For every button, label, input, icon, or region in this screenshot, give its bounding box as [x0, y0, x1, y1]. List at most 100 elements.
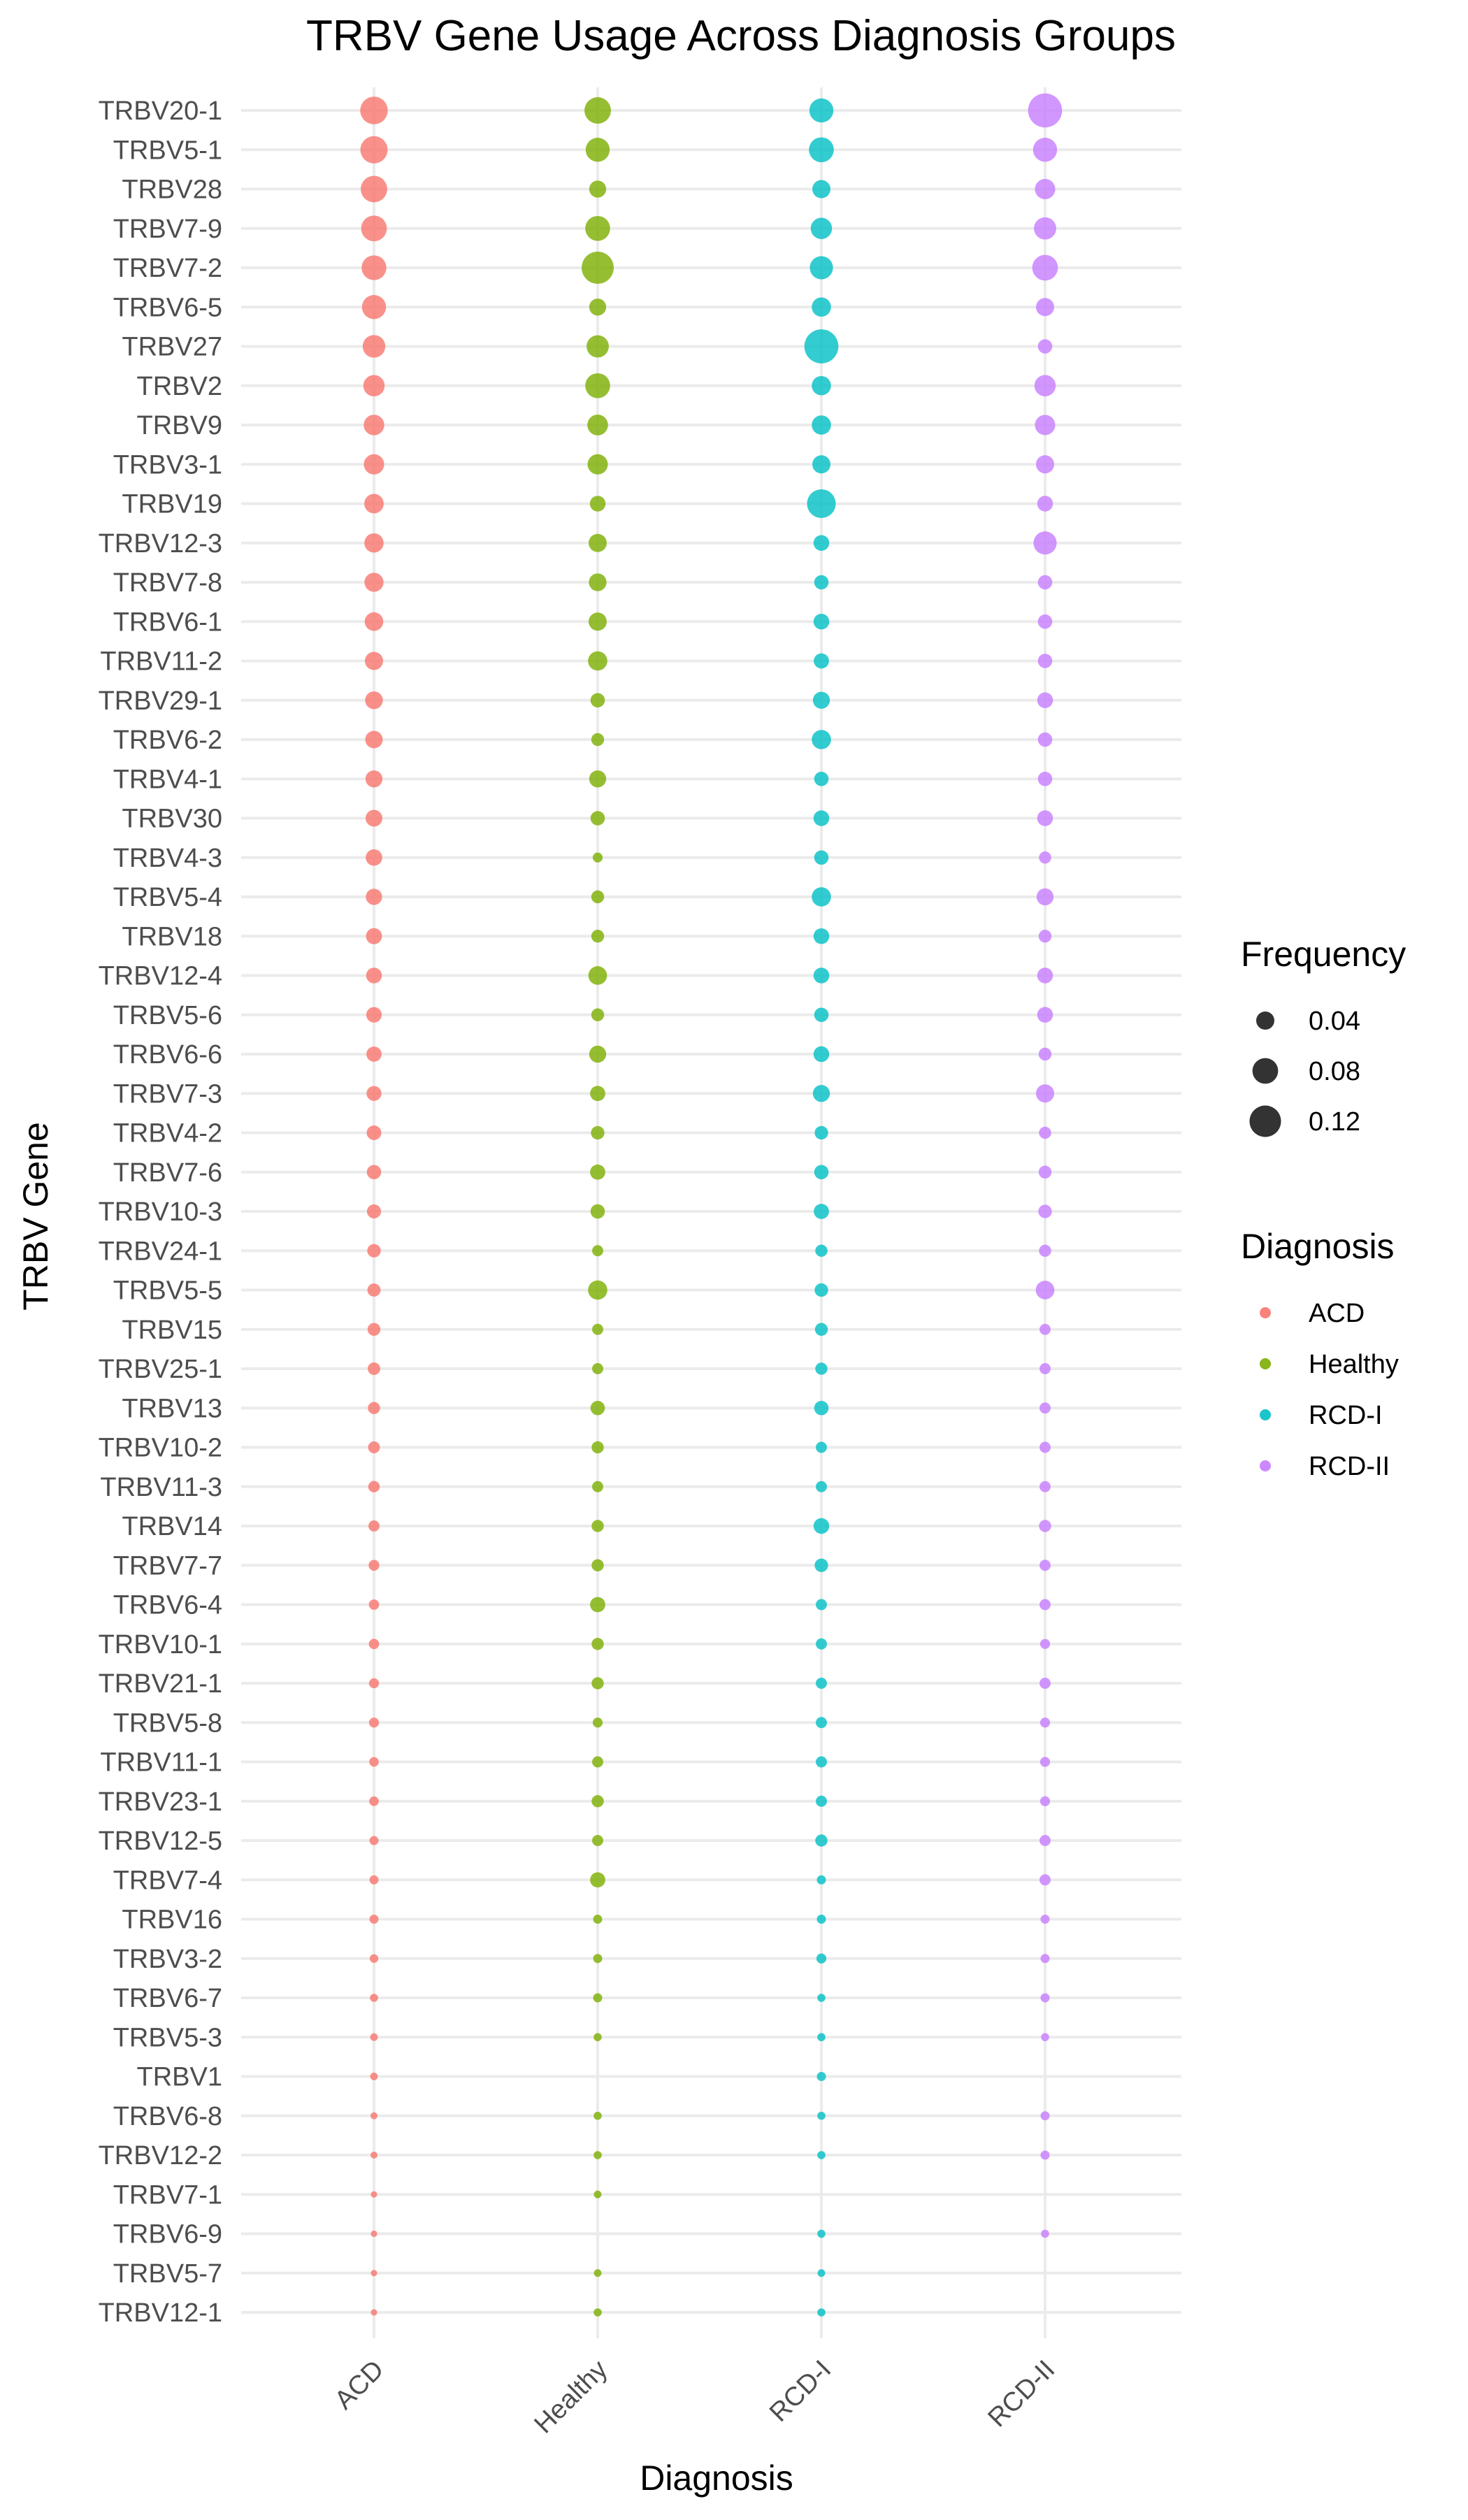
data-point — [366, 1204, 382, 1219]
data-point — [1039, 1874, 1051, 1886]
y-tick-label: TRBV5-5 — [113, 1276, 222, 1306]
size-legend-key — [1256, 1011, 1274, 1030]
data-point — [812, 887, 831, 907]
data-point — [1040, 1993, 1050, 2003]
data-point — [368, 1599, 380, 1610]
data-point — [588, 966, 607, 985]
data-point — [367, 1244, 381, 1258]
data-point — [812, 730, 831, 749]
y-tick-label: TRBV29-1 — [99, 686, 222, 716]
color-legend-key — [1260, 1358, 1271, 1369]
y-tick-label: TRBV5-6 — [113, 1001, 222, 1030]
data-point — [370, 2151, 378, 2159]
data-point — [807, 489, 836, 519]
data-point — [366, 928, 382, 944]
data-point — [592, 1245, 603, 1257]
data-point — [813, 1046, 830, 1063]
data-point — [1040, 2111, 1050, 2121]
data-point — [366, 1046, 382, 1062]
y-tick-label: TRBV24-1 — [99, 1237, 222, 1266]
color-legend-key — [1260, 1409, 1271, 1420]
data-point — [370, 2033, 378, 2041]
data-point — [814, 1165, 829, 1180]
y-tick-label: TRBV6-9 — [113, 2220, 222, 2249]
y-tick-label: TRBV7-7 — [113, 1551, 222, 1581]
data-point — [590, 1086, 605, 1102]
y-tick-label: TRBV11-2 — [100, 647, 222, 677]
data-point — [816, 1678, 827, 1689]
data-point — [361, 295, 387, 319]
y-tick-label: TRBV7-4 — [113, 1866, 222, 1895]
data-point — [816, 1638, 827, 1650]
data-point — [589, 496, 606, 512]
data-point — [368, 1639, 380, 1650]
data-point — [366, 967, 382, 984]
data-point — [814, 653, 829, 669]
data-point — [590, 811, 605, 826]
data-point — [592, 1718, 603, 1728]
data-point — [365, 691, 383, 710]
y-tick-label: TRBV6-1 — [113, 607, 222, 637]
data-point — [1038, 930, 1052, 943]
data-point — [815, 1244, 828, 1257]
data-point — [1038, 1165, 1052, 1179]
data-point — [591, 890, 605, 904]
data-point — [809, 137, 834, 163]
y-tick-label: TRBV5-3 — [113, 2023, 222, 2052]
data-point — [815, 1362, 828, 1375]
data-point — [816, 1481, 827, 1492]
data-point — [816, 1717, 827, 1729]
data-point — [1037, 614, 1053, 629]
data-point — [592, 1323, 603, 1335]
data-point — [1037, 732, 1053, 747]
y-tick-label: TRBV25-1 — [99, 1355, 222, 1384]
data-point — [591, 1559, 604, 1571]
size-legend: Frequency 0.04 0.08 0.12 — [1241, 935, 1406, 1137]
y-tick-label: TRBV12-3 — [99, 529, 222, 559]
y-tick-label: TRBV9 — [137, 411, 222, 440]
data-point — [1036, 455, 1054, 474]
data-point — [814, 771, 829, 786]
data-point — [367, 1323, 381, 1336]
data-point — [1035, 415, 1056, 435]
y-tick-label: TRBV6-6 — [113, 1040, 222, 1070]
data-point — [814, 850, 829, 865]
data-point — [814, 1558, 828, 1572]
color-legend-label: ACD — [1309, 1299, 1365, 1328]
data-point — [1039, 1126, 1051, 1139]
data-point — [814, 1400, 829, 1416]
data-point — [812, 1085, 830, 1102]
data-point — [816, 1441, 827, 1453]
data-point — [592, 1363, 603, 1374]
data-point — [1037, 339, 1053, 354]
data-point — [369, 1836, 379, 1845]
data-point — [1032, 254, 1058, 281]
y-tick-label: TRBV11-1 — [100, 1748, 222, 1778]
data-point — [370, 2112, 378, 2119]
data-point — [816, 1875, 826, 1885]
data-point — [817, 2269, 826, 2277]
data-point — [813, 967, 830, 984]
data-point — [592, 1756, 603, 1768]
data-point — [1037, 1007, 1053, 1023]
y-tick-label: TRBV14 — [122, 1512, 222, 1541]
y-tick-label: TRBV6-2 — [113, 726, 222, 755]
data-point — [1036, 1084, 1054, 1103]
data-point — [593, 2308, 602, 2317]
data-point — [368, 1560, 380, 1571]
data-point — [590, 1597, 605, 1613]
data-point — [593, 2033, 602, 2042]
color-legend-label: Healthy — [1309, 1350, 1399, 1379]
y-tick-label: TRBV12-1 — [99, 2298, 222, 2328]
data-point — [1039, 1639, 1051, 1649]
data-point — [361, 215, 387, 242]
data-point — [591, 1520, 604, 1532]
data-point — [816, 1915, 826, 1924]
data-point — [813, 810, 830, 826]
data-point — [1039, 1363, 1051, 1374]
data-point — [1039, 1244, 1051, 1257]
data-point — [812, 415, 831, 435]
data-point — [813, 1518, 830, 1534]
data-point — [582, 252, 614, 284]
